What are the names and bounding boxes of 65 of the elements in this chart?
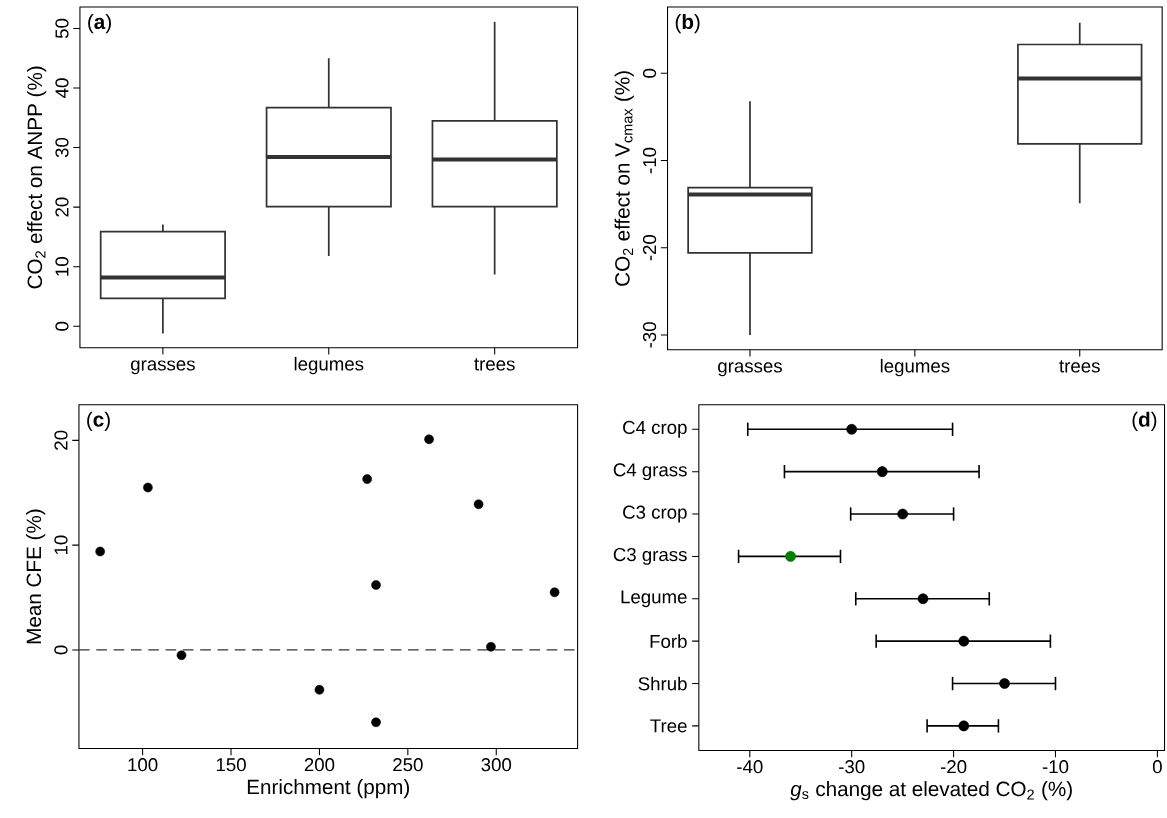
y-tick-label: C4 crop — [623, 420, 687, 438]
point — [371, 717, 381, 727]
x-tick-label: 100 — [128, 757, 158, 772]
annotation: (d) — [1132, 411, 1157, 431]
x-tick-label: legumes — [880, 358, 950, 377]
y-tick-label: Shrub — [638, 676, 687, 691]
y-tick-label: 50 — [55, 18, 69, 38]
y-tick-label: -10 — [642, 147, 657, 173]
x-tick-label: grasses — [718, 362, 782, 377]
annotation: (c) — [87, 411, 110, 431]
y-tick-label: 30 — [55, 137, 69, 158]
y-axis-title: CO$_{2}$ effect on V$_{cmax}$ (%) — [614, 71, 634, 286]
y-tick-label: C4 grass — [613, 463, 687, 480]
y-tick-label: Tree — [650, 719, 687, 733]
y-tick-label: -30 — [642, 321, 657, 348]
x-tick-label: -10 — [1042, 759, 1069, 774]
y-tick-label: Legume — [621, 590, 687, 607]
y-tick-label: 0 — [642, 68, 657, 78]
point — [917, 593, 929, 604]
x-tick-label: 250 — [393, 757, 423, 772]
y-tick-label: 40 — [55, 78, 69, 98]
x-axis-title: g$_{s}$ change at elevated CO$_{2}$ (%) — [790, 780, 1072, 801]
x-tick-label: 200 — [304, 757, 335, 772]
point — [999, 677, 1010, 689]
point — [371, 579, 381, 590]
x-tick-label: 0 — [1152, 759, 1162, 774]
y-tick-label: 10 — [55, 256, 69, 276]
x-tick-label: trees — [1059, 360, 1100, 373]
point — [314, 684, 325, 695]
y-tick-label: 10 — [54, 535, 68, 554]
point — [486, 641, 496, 652]
x-tick-label: 150 — [216, 757, 246, 772]
y-tick-label: Forb — [650, 634, 687, 648]
point — [424, 434, 434, 444]
point — [549, 587, 560, 597]
x-tick-label: trees — [474, 358, 515, 371]
point — [958, 635, 970, 647]
x-tick-label: 300 — [481, 757, 512, 772]
y-axis-title: CO$_{2}$ effect on ANPP (%) — [26, 66, 47, 289]
y-tick-label: -20 — [642, 234, 657, 261]
y-tick-label: 20 — [55, 197, 69, 217]
y-tick-label: C3 grass — [613, 547, 687, 565]
point — [897, 508, 908, 520]
y-tick-label: C3 crop — [623, 505, 687, 523]
point — [958, 720, 970, 732]
point — [846, 423, 858, 435]
point — [785, 550, 796, 562]
y-tick-label: 0 — [54, 645, 68, 655]
x-tick-label: grasses — [131, 360, 195, 375]
point — [143, 482, 153, 493]
point — [362, 474, 372, 484]
x-tick-label: -40 — [737, 759, 763, 774]
x-tick-label: -30 — [839, 759, 865, 774]
x-tick-label: legumes — [294, 356, 364, 375]
x-tick-label: -20 — [940, 759, 967, 774]
point — [176, 650, 187, 660]
annotation: (b) — [675, 13, 700, 33]
point — [95, 546, 105, 557]
point — [473, 499, 484, 509]
point — [876, 466, 888, 477]
annotation: (a) — [88, 13, 111, 33]
y-tick-label: 0 — [55, 321, 69, 331]
y-axis-title: Mean CFE (%) — [25, 509, 46, 643]
y-tick-label: 20 — [54, 430, 68, 450]
x-axis-title: Enrichment (ppm) — [247, 778, 410, 799]
